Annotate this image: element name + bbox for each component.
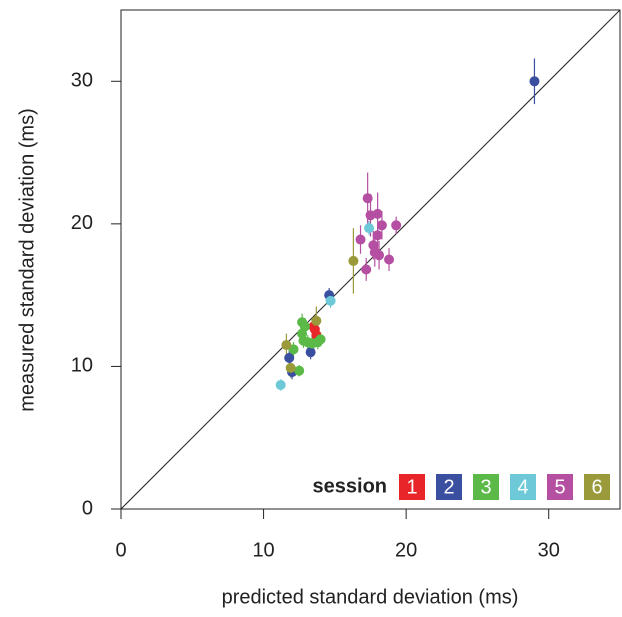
data-point [284,352,295,363]
data-point [361,264,372,275]
data-point [374,250,385,261]
legend-swatch [510,474,536,500]
x-tick-label: 20 [395,539,417,561]
data-point [376,220,387,231]
legend-swatch [547,474,573,500]
identity-line [120,9,621,510]
x-tick-label: 10 [252,539,274,561]
data-point [294,365,305,376]
legend-title: session [313,475,387,497]
data-point [311,315,322,326]
plot-frame [120,9,621,510]
y-axis-label: measured standard deviation (ms) [16,108,38,411]
data-point [372,230,383,241]
data-point [297,328,308,339]
data-point [281,340,292,351]
x-axis-label: predicted standard deviation (ms) [222,586,519,608]
data-point [529,76,540,87]
data-point [275,379,286,390]
legend-label: 6 [591,476,602,498]
data-point [364,223,375,234]
data-point [355,234,366,245]
legend-label: 4 [517,476,528,498]
y-tick-label: 30 [71,70,93,92]
data-point [305,347,316,358]
legend-swatch [473,474,499,500]
data-point [325,295,336,306]
data-point [315,334,326,345]
legend-swatch [436,474,462,500]
y-tick-label: 10 [71,355,93,377]
legend-label: 5 [554,476,565,498]
data-point [285,362,296,373]
data-point [391,220,402,231]
legend-swatch [399,474,425,500]
data-point [372,208,383,219]
y-tick-label: 20 [71,212,93,234]
data-point [384,254,395,265]
legend-label: 1 [406,476,417,498]
legend-label: 2 [443,476,454,498]
x-tick-label: 0 [115,539,126,561]
data-point [362,193,373,204]
y-tick-label: 0 [82,497,93,519]
legend-label: 3 [480,476,491,498]
x-tick-label: 30 [538,539,560,561]
data-point [348,255,359,266]
legend-swatch [584,474,610,500]
